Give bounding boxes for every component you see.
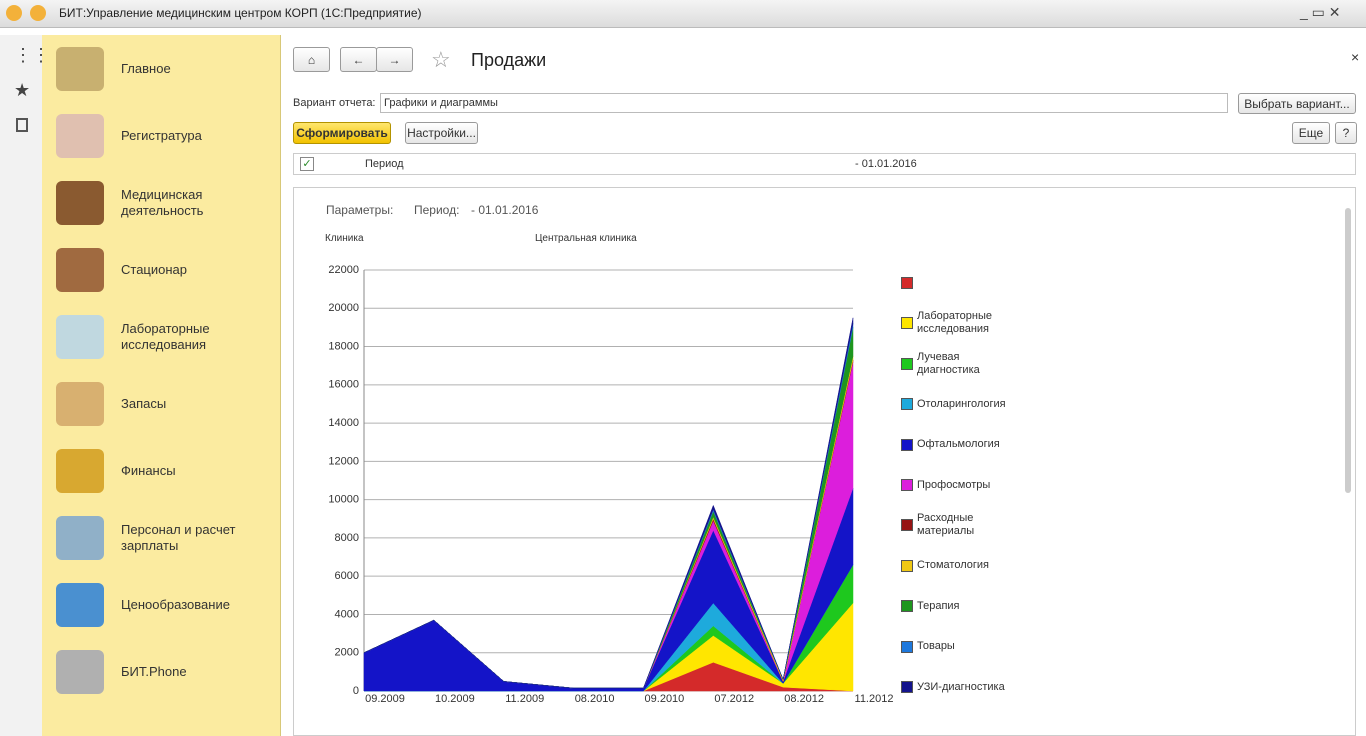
sidebar-item-label: Регистратура (121, 128, 202, 143)
sidebar-icon (56, 47, 104, 91)
clinic-value: Центральная клиника (535, 233, 637, 244)
legend-item: УЗИ-диагностика (901, 680, 1007, 694)
legend-item: Стоматология (901, 559, 1007, 573)
sidebar-item[interactable]: Регистратура (56, 106, 276, 166)
sidebar-item-label: Ценообразование (121, 597, 230, 612)
sidebar: Главное Регистратура Медицинская деятельно… (42, 35, 281, 736)
legend-item: Лабораторные исследования (901, 310, 1007, 335)
period-value: - 01.01.2016 (855, 158, 917, 170)
window-controls[interactable]: _ ▭ ✕ (1300, 4, 1341, 20)
legend-item: Товары (901, 640, 1007, 654)
legend-swatch (901, 600, 913, 613)
back-button[interactable]: ← (340, 47, 377, 72)
legend-swatch (901, 438, 913, 451)
legend-swatch (901, 559, 913, 572)
generate-button[interactable]: Сформировать (293, 122, 391, 144)
sidebar-item-label: Запасы (121, 396, 167, 411)
legend-item: Терапия (901, 599, 1007, 613)
legend-swatch (901, 640, 913, 653)
close-button[interactable]: × (1351, 49, 1360, 65)
sidebar-icon (56, 382, 104, 426)
settings-button[interactable]: Настройки... (405, 122, 478, 144)
sidebar-icon (56, 449, 104, 493)
legend-label: Товары (917, 640, 955, 653)
legend-item: Офтальмология (901, 438, 1007, 452)
legend-label: Лабораторные исследования (917, 310, 992, 336)
legend-swatch (901, 277, 913, 289)
sidebar-item-label: Персонал и расчет зарплаты (121, 522, 236, 553)
legend-label: УЗИ-диагностика (917, 680, 1005, 693)
legend-swatch (901, 479, 913, 491)
sidebar-item[interactable]: Лабораторные исследования (56, 307, 276, 367)
sidebar-item-label: Лабораторные исследования (121, 321, 210, 352)
legend-swatch (901, 357, 913, 370)
legend-label: Офтальмология (917, 438, 1000, 451)
left-toolbar: ⋮⋮ ★ (0, 35, 50, 736)
sidebar-item-label: Медицинская деятельность (121, 187, 204, 218)
sidebar-item-label: Стационар (121, 262, 188, 277)
sidebar-item[interactable]: Медицинская деятельность (56, 173, 276, 233)
home-button[interactable]: ⌂ (293, 47, 330, 72)
legend-label: Профосмотры (917, 478, 991, 491)
period-checkbox[interactable]: ✓ (300, 157, 314, 171)
sidebar-item[interactable]: Ценообразование (56, 575, 276, 635)
choose-variant-button[interactable]: Выбрать вариант... (1238, 93, 1356, 114)
legend-item: Профосмотры (901, 478, 1007, 492)
legend-swatch (901, 681, 913, 693)
app-menu[interactable] (30, 5, 46, 21)
settings-row: ✓ Период - 01.01.2016 (293, 153, 1356, 175)
forward-button[interactable]: → (376, 47, 413, 72)
legend-label: Стоматология (917, 559, 989, 572)
variant-field[interactable]: Графики и диаграммы (380, 93, 1228, 113)
sidebar-icon (56, 181, 104, 225)
app-logo[interactable] (6, 5, 22, 21)
legend-label: Терапия (917, 599, 960, 612)
sidebar-item[interactable]: Персонал и расчет зарплаты (56, 508, 276, 568)
sidebar-icon (56, 516, 104, 560)
period-label: Период (365, 158, 404, 170)
sidebar-item-label: Главное (121, 61, 171, 76)
sidebar-item[interactable]: Главное (56, 39, 276, 99)
sidebar-icon (56, 650, 104, 694)
legend-swatch (901, 519, 913, 532)
clinic-label: Клиника (325, 233, 364, 244)
legend-swatch (901, 317, 913, 330)
sidebar-icon (56, 248, 104, 292)
scrollbar[interactable] (1345, 208, 1351, 493)
help-button[interactable]: ? (1335, 122, 1357, 144)
params-label: Параметры: (326, 203, 394, 217)
params-period-label: Период: (414, 203, 460, 217)
legend-swatch (901, 398, 913, 411)
params-period-value: - 01.01.2016 (471, 203, 539, 217)
legend-label: Расходные материалы (917, 512, 975, 538)
favorites-icon[interactable]: ★ (14, 80, 31, 100)
sidebar-item[interactable]: Запасы (56, 374, 276, 434)
sidebar-item-label: Финансы (121, 463, 176, 478)
legend-item: Отоларингология (901, 397, 1007, 411)
apps-icon[interactable]: ⋮⋮ (14, 45, 50, 65)
history-icon[interactable] (16, 118, 28, 132)
sidebar-icon (56, 114, 104, 158)
sidebar-item-label: БИТ.Phone (121, 664, 187, 679)
sidebar-item[interactable]: БИТ.Phone (56, 642, 276, 702)
variant-label: Вариант отчета: (293, 97, 376, 109)
sidebar-icon (56, 315, 104, 359)
form-title: Продажи (471, 50, 547, 70)
window-title: БИТ:Управление медицинским центром КОРП … (59, 6, 422, 20)
legend-label: Отоларингология (917, 397, 1006, 410)
legend-label: Лучевая диагностика (917, 350, 980, 376)
sidebar-item[interactable]: Стационар (56, 240, 276, 300)
legend-item (901, 276, 917, 290)
sidebar-icon (56, 583, 104, 627)
favorite-star[interactable]: ☆ (431, 47, 451, 72)
report-area (293, 187, 1356, 736)
title-bar: БИТ:Управление медицинским центром КОРП … (0, 0, 1366, 28)
legend-item: Расходные материалы (901, 512, 1007, 537)
more-button[interactable]: Еще (1292, 122, 1330, 144)
legend-item: Лучевая диагностика (901, 351, 1007, 376)
sidebar-item[interactable]: Финансы (56, 441, 276, 501)
